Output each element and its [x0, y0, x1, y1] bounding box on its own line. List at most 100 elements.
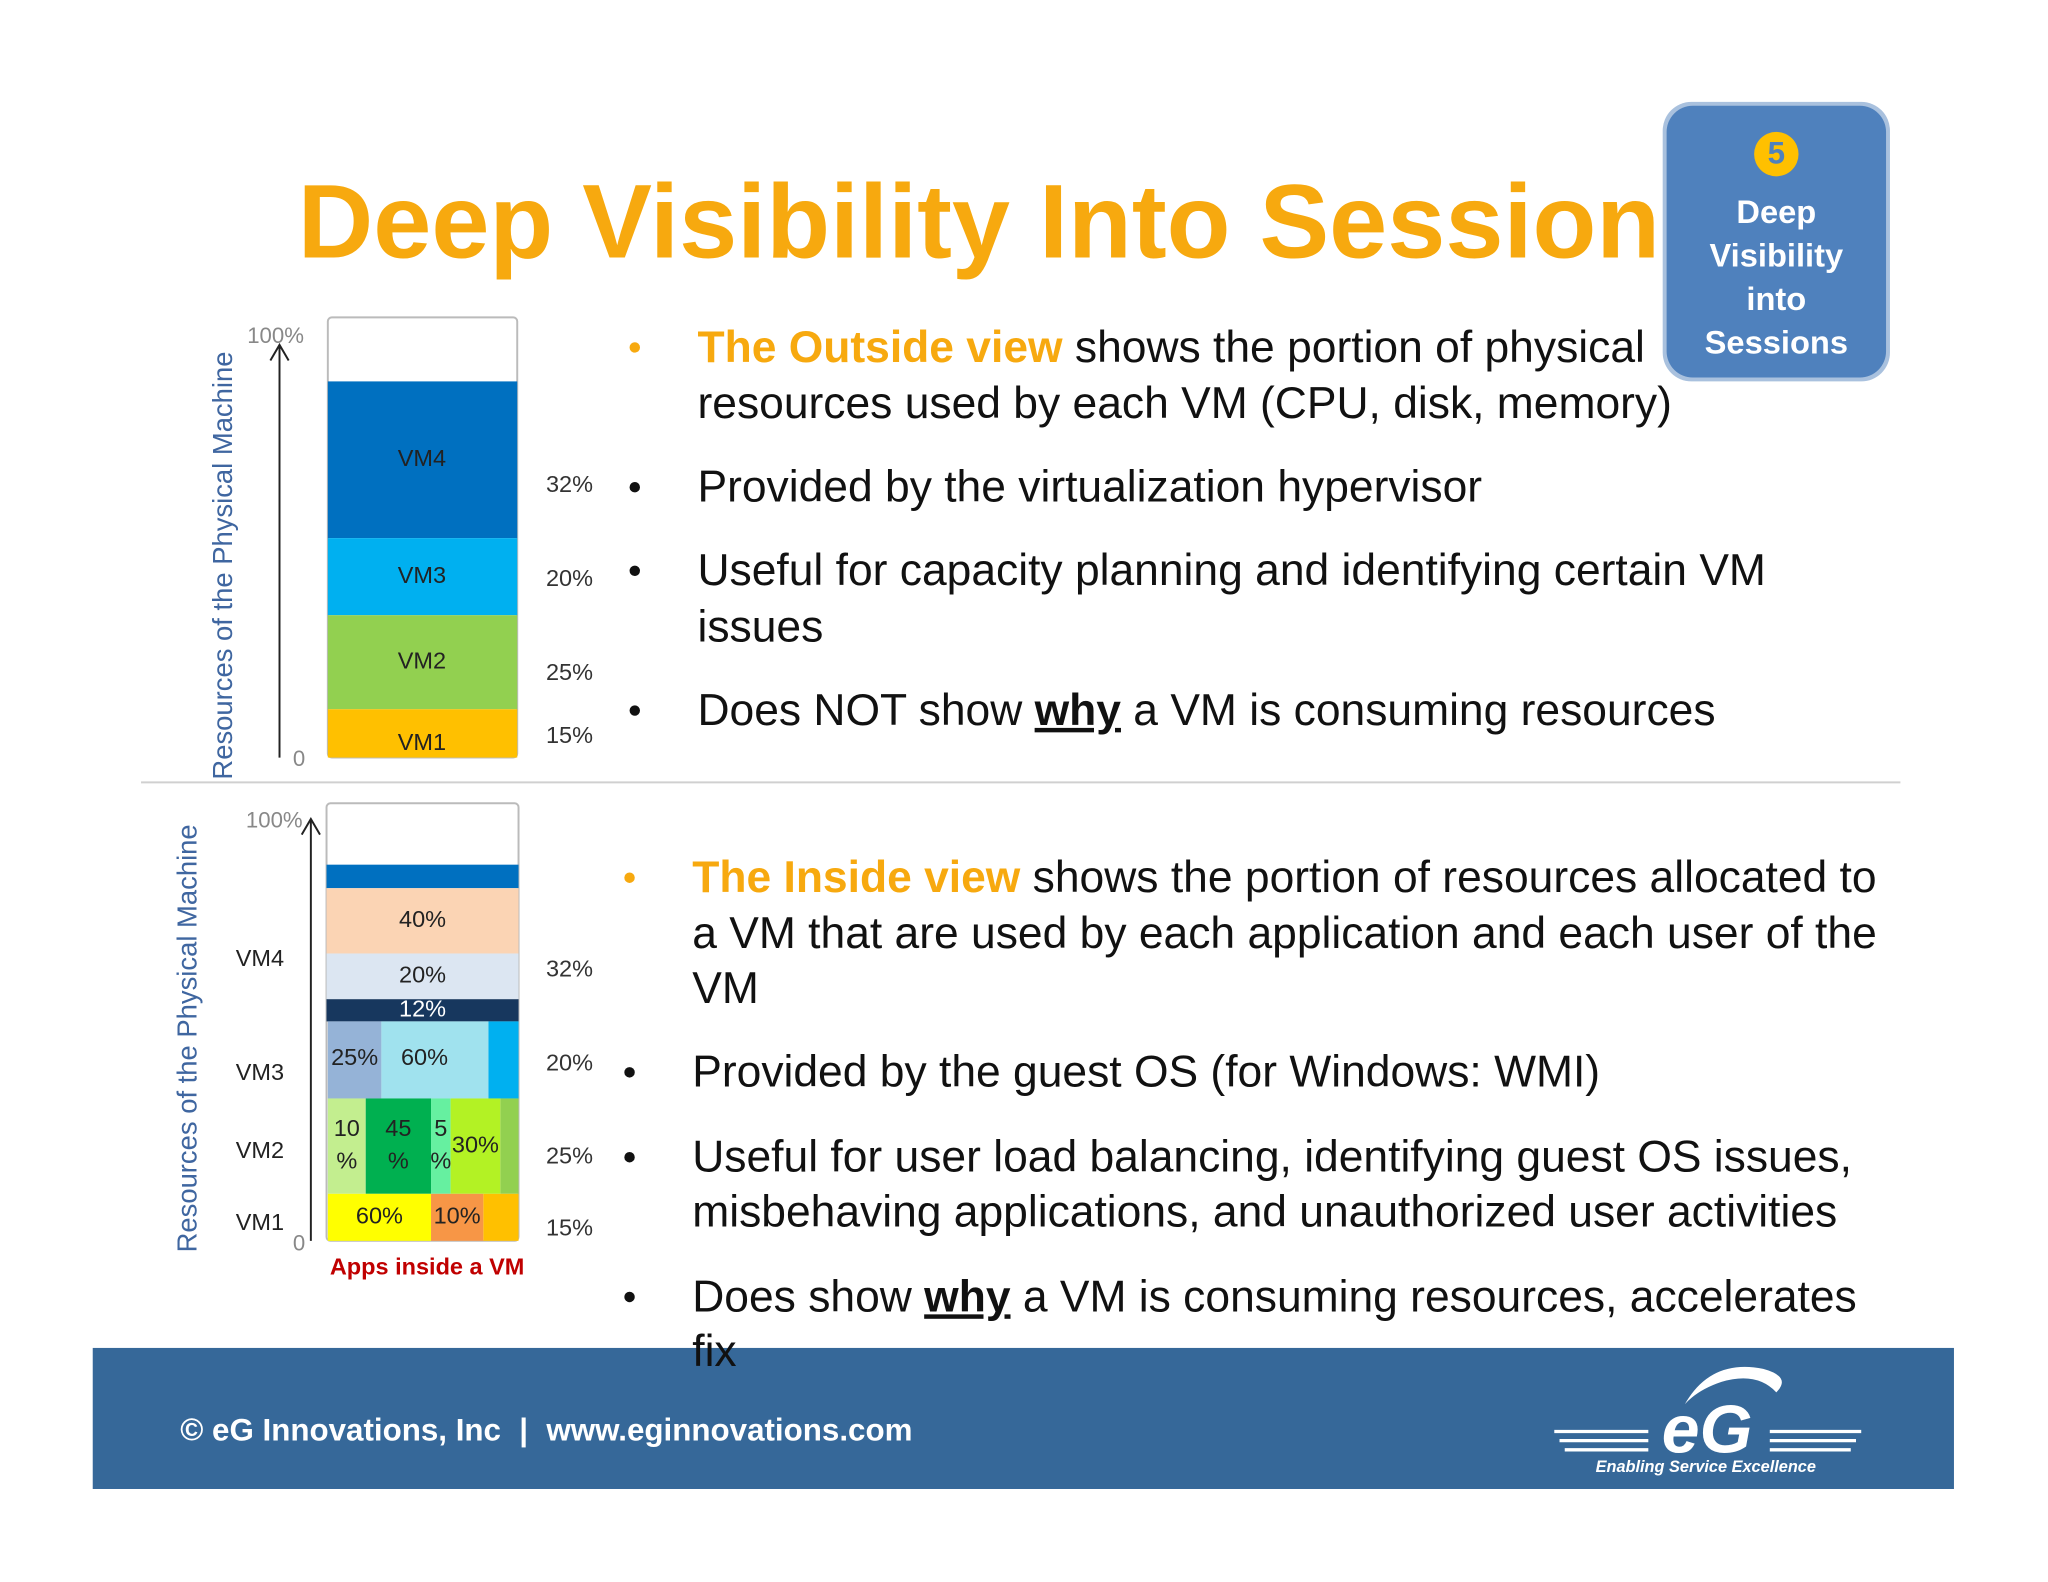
badge-number-circle	[1754, 131, 1799, 177]
chart-caption: Apps inside a VM	[330, 1253, 525, 1279]
vm-label: VM2	[236, 1137, 284, 1163]
app-segment	[326, 953, 519, 1000]
vm-label: VM3	[236, 1059, 284, 1085]
bullet-text: The Inside view shows the portion of res…	[692, 853, 1876, 902]
footer-website: www.eginnovations.com	[545, 1413, 912, 1448]
axis-title: Resources of the Physical Machine	[207, 352, 238, 780]
app-label: 60%	[401, 1044, 448, 1070]
bullet-run: Does NOT show	[697, 686, 1034, 735]
bullet-text: fix	[692, 1327, 736, 1376]
bullet-text: Does NOT show why a VM is consuming reso…	[697, 686, 1715, 735]
app-segment	[326, 888, 519, 954]
bullet-run: a VM that are used by each application a…	[692, 909, 1877, 958]
bullet-run: a VM is consuming resources	[1121, 686, 1716, 735]
bullet-text: Does show why a VM is consuming resource…	[692, 1272, 1857, 1321]
app-label: %	[336, 1148, 357, 1174]
badge	[1666, 105, 1887, 378]
bullet-run: Useful for user load balancing, identify…	[692, 1133, 1852, 1182]
bullet-emphasis: why	[923, 1272, 1011, 1321]
app-label: 12%	[399, 996, 446, 1022]
vm-remainder	[488, 1021, 519, 1099]
vm-remainder	[500, 1098, 519, 1194]
logo-tagline: Enabling Service Excellence	[1596, 1458, 1816, 1476]
segment	[327, 381, 518, 539]
share-label: 20%	[546, 565, 593, 591]
logo: eG	[1662, 1392, 1753, 1467]
segment	[327, 709, 518, 758]
bullet-text: The Outside view shows the portion of ph…	[697, 323, 1644, 372]
bullet-dot	[629, 705, 640, 716]
app-segment	[365, 1098, 432, 1194]
bullet-text: Provided by the guest OS (for Windows: W…	[692, 1048, 1600, 1097]
app-segment	[327, 1021, 382, 1099]
footer-company: © eG Innovations, Inc	[180, 1413, 501, 1448]
bullet-dot	[629, 481, 640, 493]
app-label: 20%	[399, 962, 446, 988]
app-segment	[327, 1193, 432, 1241]
arrow-head	[269, 342, 290, 361]
bullet-run: a VM is consuming resources, accelerates	[1011, 1272, 1857, 1321]
app-segment	[431, 1098, 451, 1194]
arrow-head	[300, 817, 321, 836]
axis-top: 100%	[246, 807, 303, 832]
axis-top: 100%	[247, 323, 304, 348]
bullet-emphasis: why	[1034, 686, 1122, 735]
vm-remainder	[483, 1193, 519, 1241]
slide-title: Deep Visibility Into Sessions	[298, 163, 1718, 280]
app-segment	[327, 1098, 366, 1194]
bullet-text: resources used by each VM (CPU, disk, me…	[697, 379, 1671, 428]
bullet-text: VM	[692, 964, 759, 1013]
vm-label: VM1	[236, 1209, 284, 1235]
segment	[327, 538, 518, 616]
bullet-highlight: The Outside view	[697, 323, 1063, 372]
bullet-run: Provided by the virtualization hyperviso…	[697, 463, 1482, 512]
footer-separator: |	[519, 1413, 528, 1448]
bullet-run: issues	[697, 602, 823, 651]
bullet-run: shows the portion of resources allocated…	[1020, 853, 1876, 902]
segment-label: VM2	[398, 647, 446, 673]
bullet-run: fix	[692, 1327, 736, 1376]
share-label: 25%	[546, 659, 593, 685]
segment-label: VM4	[398, 445, 446, 471]
bullet-run: VM	[692, 964, 759, 1013]
app-label: 10	[334, 1115, 360, 1141]
app-segment	[326, 999, 519, 1022]
app-label: 25%	[331, 1044, 378, 1070]
axis-title: Resources of the Physical Machine	[172, 824, 203, 1252]
app-label: 30%	[452, 1131, 499, 1157]
badge-label: Deep	[1736, 193, 1816, 230]
bullet-run: shows the portion of physical	[1063, 323, 1645, 372]
bullet-dot	[624, 872, 635, 883]
bullet-text: Useful for capacity planning and identif…	[697, 546, 1765, 595]
bullet-dot	[624, 1291, 635, 1303]
bullet-highlight: The Inside view	[692, 853, 1021, 902]
bullet-dot	[624, 1067, 635, 1078]
share-label: 20%	[546, 1050, 593, 1076]
app-segment	[381, 1021, 489, 1099]
badge-number: 5	[1768, 136, 1785, 171]
app-label: 10%	[434, 1203, 481, 1229]
axis-bottom: 0	[293, 746, 305, 771]
app-label: %	[388, 1148, 409, 1174]
segment	[327, 615, 518, 710]
bullet-run: misbehaving applications, and unauthoriz…	[692, 1187, 1837, 1236]
bullet-dot	[624, 1152, 635, 1163]
vm-label: VM4	[236, 945, 284, 971]
bullet-run: resources used by each VM (CPU, disk, me…	[697, 379, 1671, 428]
share-label: 15%	[546, 1214, 593, 1240]
bullet-run: Does show	[692, 1272, 924, 1321]
app-segment	[450, 1098, 501, 1194]
share-label: 15%	[546, 722, 593, 748]
bullet-text: issues	[697, 602, 823, 651]
footer-text: © eG Innovations, Inc | www.eginnovations.…	[180, 1413, 912, 1448]
share-label: 32%	[546, 471, 593, 497]
badge-label: Visibility	[1710, 236, 1844, 273]
bullet-text: a VM that are used by each application a…	[692, 909, 1877, 958]
vm-strip	[326, 864, 519, 889]
badge-label: into	[1746, 280, 1806, 317]
bullet-run: Provided by the guest OS (for Windows: W…	[692, 1048, 1600, 1097]
footer-band	[92, 1347, 1954, 1489]
badge-label: Sessions	[1705, 323, 1848, 360]
